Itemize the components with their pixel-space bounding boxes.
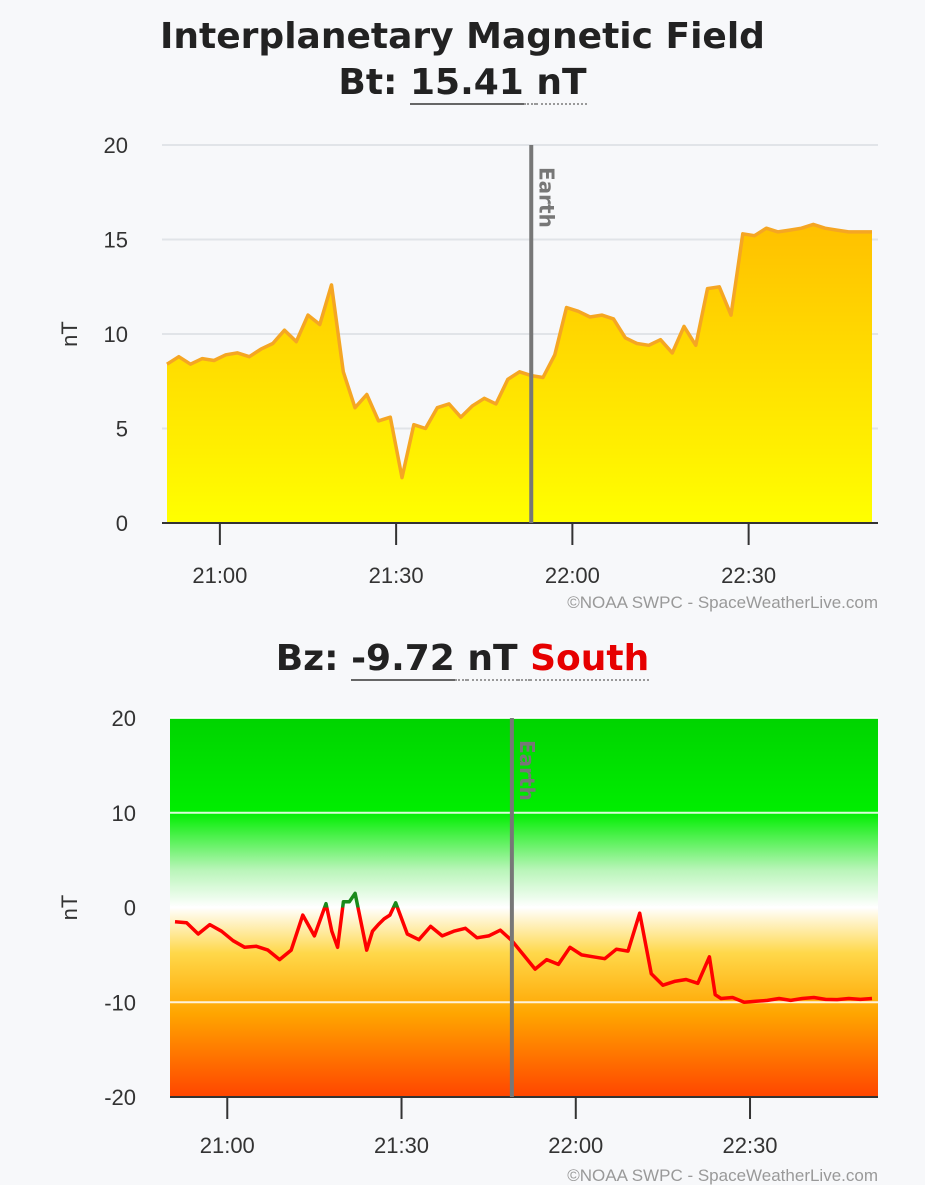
bz-y-tick-label: -10 [104, 990, 136, 1015]
bz-y-tick-label: -20 [104, 1085, 136, 1110]
bt-earth-label: Earth [534, 167, 558, 228]
bz-y-tick-label: 10 [112, 801, 136, 826]
bz-value[interactable]: -9.72 [351, 638, 455, 681]
bt-y-tick-label: 20 [104, 133, 128, 158]
bz-unit: nT [467, 638, 518, 681]
bz-readout: Bz: -9.72 nT South [0, 638, 925, 681]
bt-label: Bt: [338, 62, 398, 103]
bz-x-tick-label: 21:30 [374, 1133, 429, 1158]
bz-label: Bz: [275, 638, 339, 679]
bz-x-tick-label: 22:00 [548, 1133, 603, 1158]
bt-x-tick-label: 22:00 [545, 563, 600, 588]
bt-series-line [166, 222, 872, 480]
bz-unit-gap2 [517, 638, 531, 681]
bt-x-tick-label: 21:30 [369, 563, 424, 588]
bt-unit-gap [523, 62, 537, 105]
bt-y-tick-label: 15 [104, 228, 128, 253]
bt-value[interactable]: 15.41 [409, 62, 524, 105]
bt-readout: Bt: 15.41 nT [0, 62, 925, 105]
bt-x-tick-label: 22:30 [721, 563, 776, 588]
bt-unit: nT [536, 62, 587, 105]
bz-y-axis-label: nT [57, 895, 82, 921]
bt-y-tick-label: 0 [116, 511, 128, 536]
bt-y-tick-label: 10 [104, 322, 128, 347]
title-text: Interplanetary Magnetic Field [160, 16, 765, 57]
page-title: Interplanetary Magnetic Field [0, 16, 925, 57]
bt-y-axis-label: nT [57, 321, 82, 347]
bz-series-line-negative [174, 907, 873, 1005]
bt-credit: ©NOAA SWPC - SpaceWeatherLive.com [567, 593, 878, 612]
bt-y-tick-label: 5 [116, 417, 128, 442]
bz-earth-label: Earth [515, 740, 539, 801]
bz-x-tick-label: 21:00 [200, 1133, 255, 1158]
bz-unit-gap [454, 638, 468, 681]
bt-chart: 0 5 10 15 20 nT 21:00 21:30 22:00 22:30 Earth ©NOAA… [57, 133, 878, 612]
bz-y-tick-label: 20 [112, 706, 136, 731]
bt-x-tick-label: 21:00 [192, 563, 247, 588]
bz-direction: South [530, 638, 650, 681]
bz-credit: ©NOAA SWPC - SpaceWeatherLive.com [567, 1166, 878, 1185]
bz-chart: -20 -10 0 10 20 nT 21:00 21:30 22:00 22:30 Earth ©N… [57, 706, 878, 1185]
bz-x-tick-label: 22:30 [722, 1133, 777, 1158]
bz-y-tick-label: 0 [124, 896, 136, 921]
